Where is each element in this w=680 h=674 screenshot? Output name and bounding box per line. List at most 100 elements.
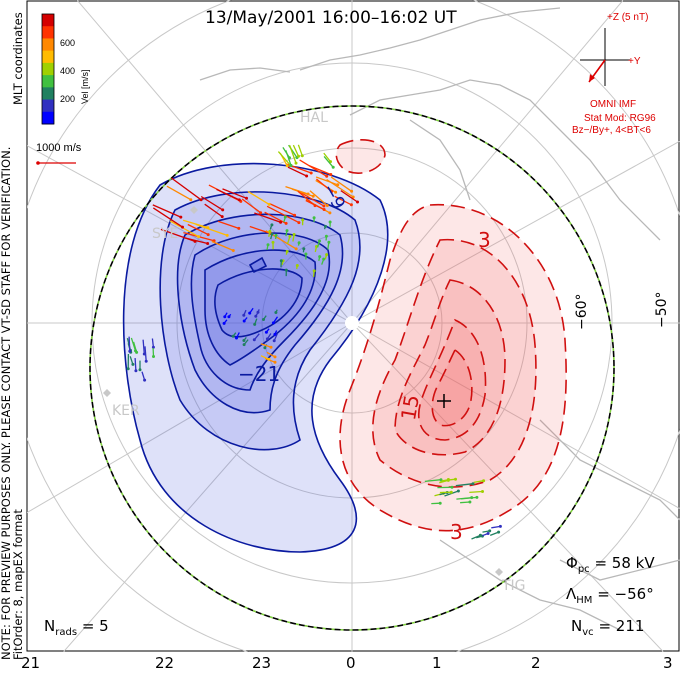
- velocity-vector-origin: [336, 183, 340, 187]
- velocity-vector-origin: [151, 345, 155, 349]
- velocity-vector-origin: [300, 154, 304, 158]
- velocity-vector: [187, 223, 209, 236]
- preview-note: NOTE: FOR PREVIEW PURPOSES ONLY. PLEASE …: [0, 147, 25, 660]
- velocity-vectors: [126, 144, 502, 540]
- velocity-vector: [152, 207, 183, 228]
- velocity-vector-origin: [309, 171, 313, 175]
- velocity-vector-origin: [297, 154, 300, 158]
- velocity-colorbar: [41, 13, 55, 125]
- velocity-vector-origin: [315, 245, 318, 248]
- velocity-vector-origin: [311, 194, 315, 198]
- velocity-vector: [247, 190, 270, 205]
- velocity-vector: [241, 198, 261, 214]
- velocity-vector-origin: [292, 233, 296, 236]
- velocity-vector-origin: [274, 233, 278, 237]
- velocity-vector-origin: [471, 482, 475, 486]
- velocity-vector: [264, 211, 287, 224]
- velocity-vector: [266, 351, 276, 358]
- colorbar-segment: [42, 111, 54, 125]
- velocity-vector: [142, 339, 145, 355]
- velocity-vector: [260, 343, 272, 348]
- negative-potential-cell: [122, 162, 389, 553]
- velocity-vector: [185, 237, 208, 245]
- velocity-vector-origin: [134, 369, 138, 373]
- velocity-vector-origin: [297, 221, 301, 225]
- heppner-maynard-boundary-dash: [89, 105, 615, 631]
- velocity-vector-origin: [312, 269, 316, 273]
- velocity-vector-origin: [325, 174, 329, 178]
- colorbar-title: Vel [m/s]: [80, 69, 90, 104]
- contour-label-pos15: 15: [396, 392, 425, 423]
- radar-count: Nrads = 5: [44, 617, 109, 638]
- velocity-vector: [305, 199, 325, 211]
- velocity-vector: [424, 479, 442, 483]
- velocity-vector-origin: [450, 485, 454, 489]
- contour-label-pos3-top: 3: [478, 228, 491, 252]
- velocity-vector-origin: [227, 315, 231, 319]
- velocity-vector-origin: [235, 336, 238, 340]
- velocity-vector-origin: [331, 165, 335, 169]
- velocity-vector-origin: [264, 330, 268, 334]
- velocity-vector: [171, 177, 202, 201]
- contour-label-pos3-bottom: 3: [450, 520, 463, 544]
- velocity-vector: [460, 501, 470, 504]
- velocity-vector-origin: [454, 477, 457, 481]
- fit-order-note: FitOrder: 8, mapEX format: [11, 509, 25, 660]
- velocity-vector-origin: [245, 196, 248, 200]
- scale-vector-label: 1000 m/s: [36, 142, 82, 154]
- velocity-vector: [323, 152, 332, 163]
- velocity-vector-origin: [289, 163, 293, 167]
- imf-by-label: +Y: [628, 56, 641, 67]
- velocity-vector-origin: [285, 250, 289, 253]
- velocity-vector-origin: [468, 500, 472, 504]
- station-markers: [103, 206, 503, 576]
- velocity-vector-origin: [270, 223, 274, 227]
- velocity-vector-origin: [242, 343, 246, 347]
- velocity-vector-origin: [181, 225, 184, 229]
- colorbar-segment: [42, 62, 54, 76]
- velocity-vector-origin: [285, 229, 289, 233]
- velocity-vector-origin: [252, 338, 256, 342]
- velocity-vector-origin: [263, 346, 267, 350]
- velocity-vector-origin: [325, 253, 329, 257]
- velocity-vector: [309, 190, 328, 206]
- velocity-vector-origin: [279, 220, 283, 224]
- velocity-vector-origin: [322, 257, 326, 261]
- velocity-vector-origin: [254, 314, 258, 318]
- velocity-vector-origin: [144, 359, 148, 363]
- imf-source: OMNI IMF: [590, 99, 637, 110]
- velocity-vector-origin: [478, 533, 482, 537]
- velocity-vector-origin: [259, 211, 263, 215]
- velocity-vector: [195, 223, 228, 237]
- velocity-vector: [456, 496, 472, 500]
- velocity-vector-origin: [220, 215, 224, 219]
- velocity-vector-origin: [222, 321, 226, 325]
- velocity-vector-origin: [283, 215, 287, 219]
- velocity-vector-origin: [297, 241, 301, 245]
- velocity-vector: [292, 144, 300, 157]
- velocity-vector-origin: [439, 478, 443, 482]
- velocity-vector-origin: [271, 321, 275, 325]
- velocity-vector-origin: [253, 322, 257, 326]
- velocity-vector: [469, 490, 483, 494]
- velocity-vector: [455, 483, 474, 487]
- velocity-vector: [130, 337, 137, 351]
- velocity-vector-origin: [438, 501, 442, 505]
- colorbar-segment: [42, 38, 54, 52]
- mlt-tick-23: 23: [252, 654, 272, 672]
- velocity-vector: [216, 188, 240, 201]
- velocity-vector-origin: [328, 211, 332, 215]
- velocity-vector-origin: [225, 233, 229, 237]
- contour-label-neg21: −21: [238, 362, 281, 386]
- velocity-vector-origin: [481, 490, 484, 493]
- velocity-vector: [439, 479, 449, 484]
- plot-frame: [26, 0, 680, 652]
- velocity-vector-origin: [197, 235, 200, 239]
- velocity-vector: [128, 336, 131, 352]
- velocity-vector-origin: [327, 240, 331, 244]
- velocity-vector: [491, 525, 501, 529]
- velocity-vector-origin: [318, 255, 322, 259]
- velocity-vector-origin: [221, 208, 225, 212]
- mlt-tick-0: 0: [346, 654, 356, 672]
- velocity-vector-origin: [223, 315, 227, 319]
